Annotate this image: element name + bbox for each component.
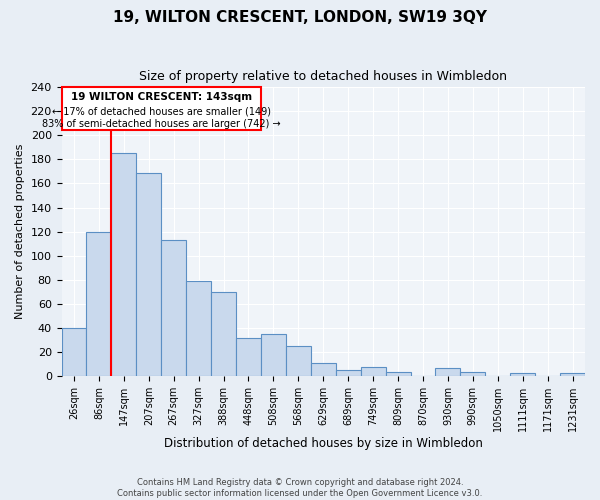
Text: 83% of semi-detached houses are larger (742) →: 83% of semi-detached houses are larger (… [42,120,281,130]
Bar [86,232,112,376]
Bar [236,338,261,376]
Bar [560,372,585,376]
Bar [336,370,361,376]
X-axis label: Distribution of detached houses by size in Wimbledon: Distribution of detached houses by size … [164,437,483,450]
Bar [136,172,161,376]
Title: Size of property relative to detached houses in Wimbledon: Size of property relative to detached ho… [139,70,507,83]
Bar [436,368,460,376]
Bar [112,154,136,376]
Bar [186,281,211,376]
Bar [286,346,311,376]
Bar [261,334,286,376]
Text: ← 17% of detached houses are smaller (149): ← 17% of detached houses are smaller (14… [52,106,271,116]
Bar [510,372,535,376]
Y-axis label: Number of detached properties: Number of detached properties [15,144,25,320]
Text: 19, WILTON CRESCENT, LONDON, SW19 3QY: 19, WILTON CRESCENT, LONDON, SW19 3QY [113,10,487,25]
Bar [460,372,485,376]
Text: Contains HM Land Registry data © Crown copyright and database right 2024.
Contai: Contains HM Land Registry data © Crown c… [118,478,482,498]
FancyBboxPatch shape [62,87,261,130]
Bar [361,366,386,376]
Bar [62,328,86,376]
Bar [161,240,186,376]
Bar [386,372,410,376]
Bar [311,363,336,376]
Bar [211,292,236,376]
Text: 19 WILTON CRESCENT: 143sqm: 19 WILTON CRESCENT: 143sqm [71,92,252,102]
